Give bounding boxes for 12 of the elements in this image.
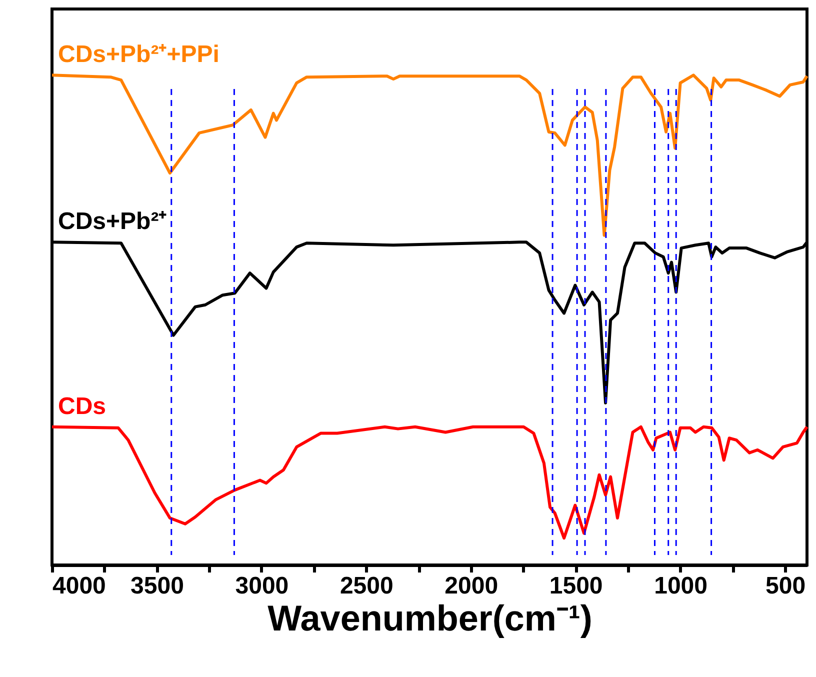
x-tick-label: 3500 [130,572,184,600]
x-tick-label: 2500 [340,572,394,600]
x-tick-label: 2000 [444,572,498,600]
x-axis-title: Wavenumber(cm⁻¹) [268,598,592,638]
x-tick-label: 500 [765,572,806,600]
series-label: CDs [58,392,106,420]
x-tick-label: 4000 [52,572,106,600]
x-tick-label: 1000 [654,572,708,600]
series-label: CDs+Pb²⁺ [58,208,167,236]
series-label: CDs+Pb²⁺+PPi [58,41,220,68]
x-tick-label: 3000 [235,572,289,600]
x-tick-label: 1500 [549,572,603,600]
